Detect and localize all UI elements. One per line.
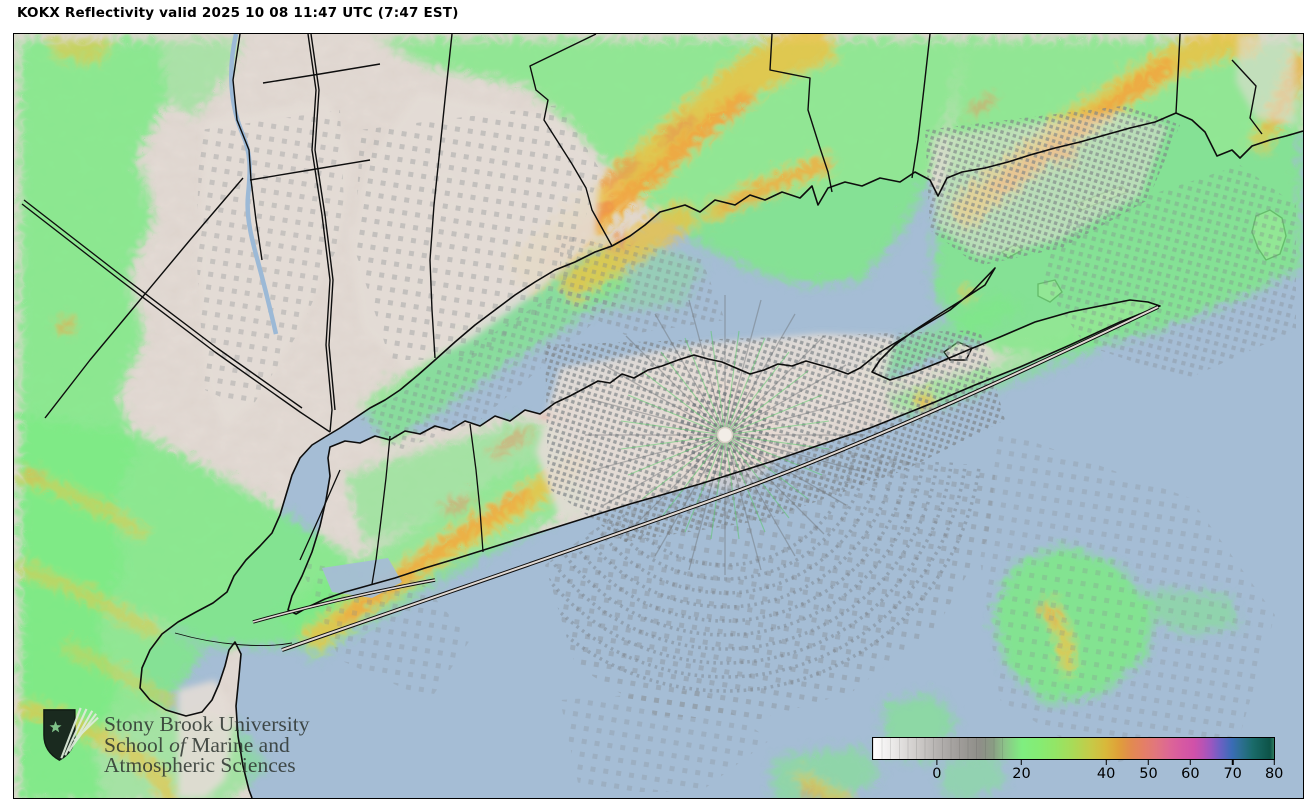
org-line2: School of Marine and	[104, 732, 290, 757]
star-icon	[49, 720, 62, 733]
org-wordmark: Stony Brook University School of Marine …	[104, 714, 309, 776]
sbu-shield-icon	[43, 707, 99, 761]
colorbar-step-lines	[873, 738, 1010, 759]
org-line1: Stony Brook University	[104, 712, 310, 736]
border-ny-ct-b	[310, 34, 336, 411]
border-nj-ny-b	[23, 199, 303, 409]
clutter-rings	[545, 435, 983, 693]
coast-harbor-nj	[139, 436, 326, 798]
colorbar-gradient	[873, 738, 1274, 759]
boundary-lines	[21, 34, 1303, 798]
radar-map-frame	[13, 33, 1304, 799]
radar-spokes	[585, 295, 865, 575]
border-nassau-suffolk	[469, 423, 484, 553]
radar-site-marker	[716, 426, 734, 444]
coast-mainland	[324, 112, 1303, 438]
page-title: KOKX Reflectivity valid 2025 10 08 11:47…	[17, 5, 459, 21]
org-line3: Atmospheric Sciences	[104, 753, 296, 777]
bays-and-rivers	[229, 34, 402, 598]
clutter-layer	[196, 105, 1296, 792]
radar-map-canvas	[14, 34, 1303, 798]
border-ny-ct-a	[307, 34, 333, 433]
reflectivity-colorbar	[872, 737, 1275, 760]
jamaica-bay	[322, 558, 402, 598]
coast-long-island	[287, 267, 1161, 615]
border-nj-ny-a	[21, 203, 331, 433]
barrier-infill	[252, 306, 1159, 651]
sbu-logo: Stony Brook University School of Marine …	[42, 706, 309, 776]
hudson-river	[229, 34, 279, 335]
border-queens-nassau	[371, 435, 391, 585]
